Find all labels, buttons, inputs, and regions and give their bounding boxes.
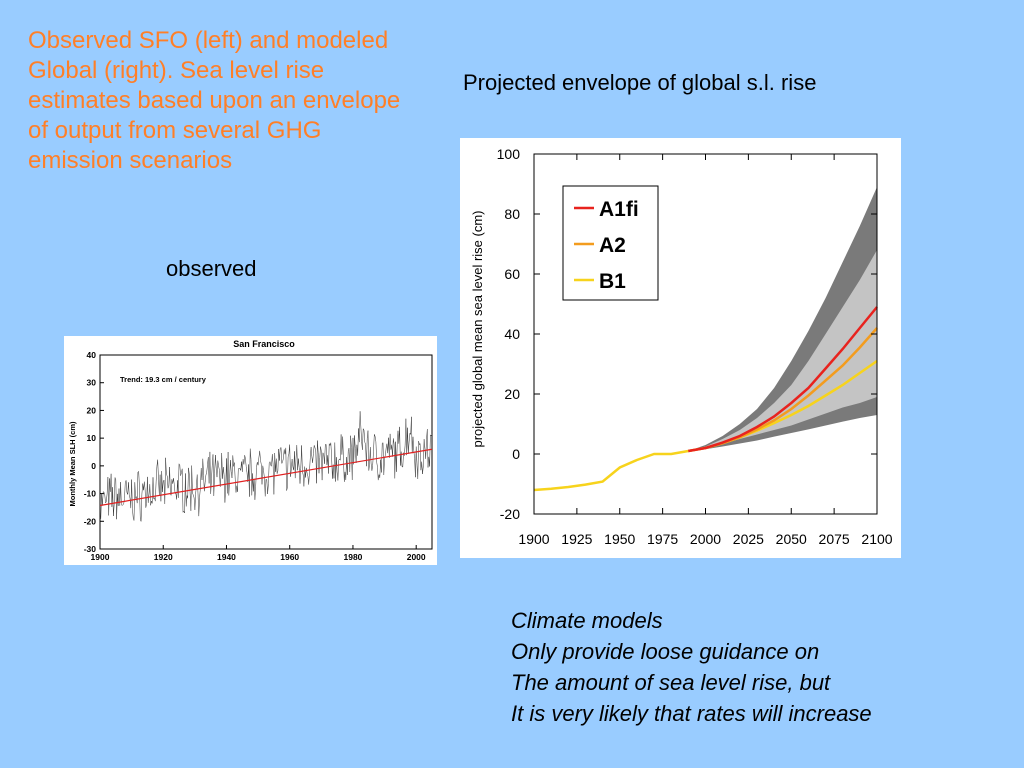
sfo-x-tick-label: 1980 xyxy=(343,552,362,562)
sfo-monthly-series xyxy=(99,411,433,522)
projection-x-tick-label: 2025 xyxy=(733,531,764,547)
sfo-x-tick-label: 1940 xyxy=(217,552,236,562)
intro-text: Observed SFO (left) and modeled Global (… xyxy=(28,27,401,174)
projection-y-tick-label: -20 xyxy=(500,506,520,522)
projection-y-tick-label: 40 xyxy=(504,326,520,342)
observed-label: observed xyxy=(166,256,257,281)
projection-legend: A1fi A2 B1 xyxy=(562,185,659,301)
notes-line: Only provide loose guidance on xyxy=(511,639,820,664)
sfo-y-tick-label: 0 xyxy=(91,461,96,471)
projection-chart: projected global mean sea level rise (cm… xyxy=(460,138,901,558)
sfo-chart-title: San Francisco xyxy=(233,339,295,349)
notes-text: Climate models Only provide loose guidan… xyxy=(511,605,872,729)
series-line-a1fi xyxy=(688,306,878,453)
legend-label-b1: B1 xyxy=(599,270,626,293)
sfo-y-tick-label: 40 xyxy=(87,350,97,360)
sfo-trend-line xyxy=(99,448,433,507)
projection-x-tick-label: 2100 xyxy=(861,531,892,547)
sfo-chart-svg: San Francisco Trend: 19.3 cm / century M… xyxy=(68,339,433,562)
sfo-trend-annotation: Trend: 19.3 cm / century xyxy=(120,375,207,384)
notes-line: Climate models xyxy=(511,608,663,633)
sfo-y-tick-label: 20 xyxy=(87,405,97,415)
projection-y-tick-label: 80 xyxy=(504,206,520,222)
projection-x-tick-label: 1925 xyxy=(561,531,592,547)
sfo-y-tick-label: -30 xyxy=(84,544,97,554)
historical-series-line xyxy=(533,449,689,492)
legend-label-a1fi: A1fi xyxy=(599,198,639,221)
projected-chart-title: Projected envelope of global s.l. rise xyxy=(463,70,817,95)
sfo-plot-area: -30 -20 -10 0 10 20 30 40 1900 1920 1940 1960 1980 20… xyxy=(84,350,433,562)
sfo-y-tick-label: 10 xyxy=(87,433,97,443)
notes-line: The amount of sea level rise, but xyxy=(511,670,831,695)
sfo-x-tick-label: 2000 xyxy=(407,552,426,562)
notes-line: It is very likely that rates will increa… xyxy=(511,701,872,726)
projection-y-tick-label: 60 xyxy=(504,266,520,282)
projection-plot-area: -20 0 20 40 60 80 100 1900 1925 1950 1975 2000 2025 2… xyxy=(497,146,893,547)
sfo-x-tick-label: 1960 xyxy=(280,552,299,562)
projection-x-tick-label: 2000 xyxy=(690,531,721,547)
projection-y-tick-label: 0 xyxy=(512,446,520,462)
sfo-y-tick-label: -20 xyxy=(84,516,97,526)
sfo-chart: San Francisco Trend: 19.3 cm / century M… xyxy=(64,336,437,565)
legend-label-a2: A2 xyxy=(599,234,626,257)
projection-y-tick-label: 100 xyxy=(497,146,521,162)
sfo-x-tick-label: 1920 xyxy=(154,552,173,562)
sfo-x-tick-label: 1900 xyxy=(91,552,110,562)
projection-x-tick-label: 1900 xyxy=(518,531,549,547)
projection-x-tick-label: 1975 xyxy=(647,531,678,547)
projection-chart-svg: projected global mean sea level rise (cm… xyxy=(470,146,893,547)
projection-y-tick-label: 20 xyxy=(504,386,520,402)
projection-y-axis-label: projected global mean sea level rise (cm… xyxy=(470,211,485,448)
inner-envelope-band xyxy=(688,250,877,451)
sfo-y-tick-label: -10 xyxy=(84,489,97,499)
projection-x-tick-label: 2075 xyxy=(819,531,850,547)
sfo-y-tick-label: 30 xyxy=(87,378,97,388)
sfo-y-axis-label: Monthly Mean SLH (cm) xyxy=(68,421,77,507)
projection-x-tick-label: 1950 xyxy=(604,531,635,547)
sfo-plot-frame xyxy=(99,354,433,550)
projection-x-tick-label: 2050 xyxy=(776,531,807,547)
